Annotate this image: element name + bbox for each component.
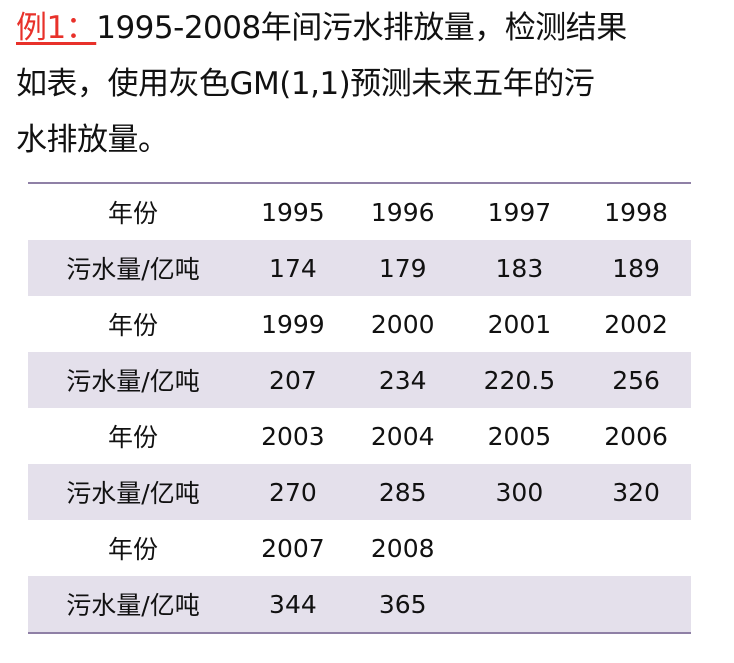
- table-cell: 2002: [604, 309, 668, 339]
- table-cell: 320: [581, 464, 691, 520]
- row-header: 年份: [107, 311, 158, 340]
- problem-line-3: 水排放量。: [16, 122, 169, 158]
- table-row: 年份 2003 2004 2005 2006: [28, 408, 691, 464]
- row-header: 污水量/亿吨: [28, 464, 238, 520]
- table-row: 污水量/亿吨 207 234 220.5 256: [28, 352, 691, 408]
- table-cell: 179: [347, 240, 458, 296]
- table-cell: 1996: [370, 197, 435, 227]
- table-cell: 344: [238, 576, 348, 633]
- table-cell: 1995: [261, 197, 325, 227]
- table-cell: 2008: [370, 533, 435, 563]
- problem-line-1: 例1：1995-2008年间污水排放量，检测结果: [16, 0, 726, 56]
- table-cell: 2005: [487, 421, 552, 451]
- row-header: 污水量/亿吨: [28, 576, 238, 633]
- table-cell: 174: [238, 240, 348, 296]
- table-cell: 207: [238, 352, 348, 408]
- table-row: 年份 1995 1996 1997 1998: [28, 183, 691, 240]
- table-cell: 1999: [261, 309, 325, 339]
- table-cell: 2000: [370, 309, 435, 339]
- table-row: 年份 2007 2008: [28, 520, 691, 576]
- row-header: 年份: [107, 199, 158, 228]
- table-cell: [457, 576, 582, 633]
- problem-statement: 例1：1995-2008年间污水排放量，检测结果 如表，使用灰色GM(1,1)预…: [16, 0, 726, 168]
- row-header: 污水量/亿吨: [28, 352, 238, 408]
- table-cell: 365: [347, 576, 458, 633]
- table-cell: [458, 520, 582, 576]
- table-cell: 1997: [487, 197, 552, 227]
- table-cell: 285: [347, 464, 458, 520]
- sewage-data-table: 年份 1995 1996 1997 1998 污水量/亿吨 174 179 18…: [28, 182, 691, 634]
- table-row: 年份 1999 2000 2001 2002: [28, 296, 691, 352]
- table-cell: [581, 576, 691, 633]
- table-cell: 270: [238, 464, 348, 520]
- table-row: 污水量/亿吨 270 285 300 320: [28, 464, 691, 520]
- table-cell: 2007: [261, 533, 325, 563]
- table-cell: 234: [347, 352, 458, 408]
- row-header: 年份: [107, 423, 158, 452]
- table-cell: 256: [581, 352, 691, 408]
- table-cell: [581, 520, 691, 576]
- problem-line-2: 如表，使用灰色GM(1,1)预测未来五年的污: [16, 66, 595, 102]
- table-cell: 2004: [370, 421, 435, 451]
- table-cell: 2006: [604, 421, 668, 451]
- table-cell: 2001: [487, 309, 552, 339]
- table-cell: 300: [457, 464, 582, 520]
- example-label: 例1：: [16, 10, 97, 46]
- table-row: 污水量/亿吨 344 365: [28, 576, 691, 633]
- table-cell: 183: [457, 240, 582, 296]
- table-cell: 1998: [604, 197, 668, 227]
- table-cell: 220.5: [457, 352, 582, 408]
- table-cell: 189: [581, 240, 691, 296]
- problem-text-1: 1995-2008年间污水排放量，检测结果: [96, 10, 627, 46]
- row-header: 年份: [107, 535, 158, 564]
- table-row: 污水量/亿吨 174 179 183 189: [28, 240, 691, 296]
- table-cell: 2003: [261, 421, 325, 451]
- row-header: 污水量/亿吨: [28, 240, 238, 296]
